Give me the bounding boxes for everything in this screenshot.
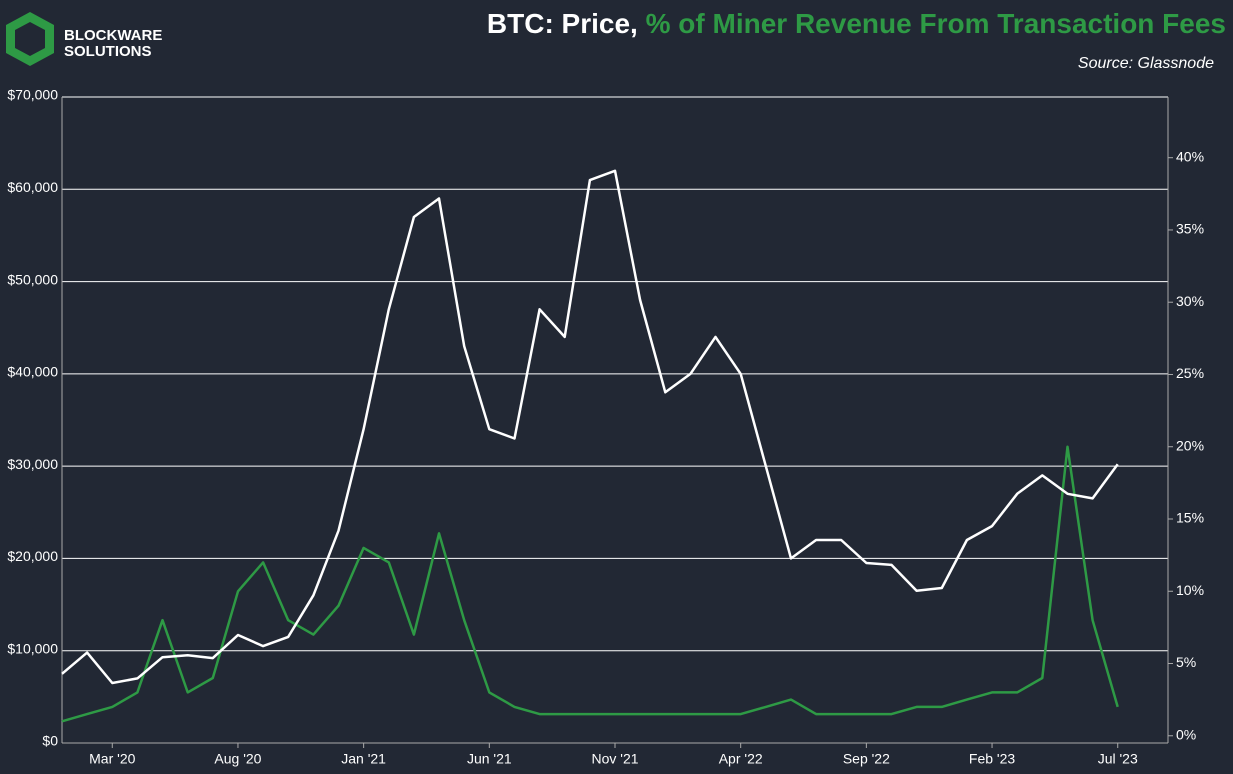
y-tick-label: $70,000 — [7, 87, 58, 103]
y-tick-label: $20,000 — [7, 548, 58, 564]
x-tick-label: Apr '22 — [719, 751, 763, 767]
y-tick-label: $30,000 — [7, 456, 58, 472]
title-part: BTC: Price, — [487, 8, 638, 39]
x-tick-label: Mar '20 — [89, 751, 135, 767]
x-tick-label: Sep '22 — [843, 751, 890, 767]
source: Source: Glassnode — [1078, 55, 1214, 72]
x-tick-label: Feb '23 — [969, 751, 1015, 767]
chart-title: BTC: Price, % of Miner Revenue From Tran… — [487, 8, 1226, 39]
y2-tick-label: 35% — [1176, 221, 1204, 237]
y2-tick-label: 5% — [1176, 654, 1196, 670]
y2-tick-label: 25% — [1176, 365, 1204, 381]
series-line — [61, 169, 1119, 685]
logo-mark-inner — [15, 22, 45, 56]
y2-tick-label: 15% — [1176, 510, 1204, 526]
y-tick-label: $10,000 — [7, 640, 58, 656]
y2-tick-label: 30% — [1176, 293, 1204, 309]
legend-entry: % of Miner Revenue From Transaction Fees — [646, 8, 1226, 39]
y2-tick-label: 20% — [1176, 437, 1204, 453]
x-tick-label: Nov '21 — [591, 751, 638, 767]
x-tick-label: Jun '21 — [467, 751, 512, 767]
y2-tick-label: 40% — [1176, 148, 1204, 164]
x-tick-label: Aug '20 — [214, 751, 261, 767]
logo-text: BLOCKWARE — [64, 27, 162, 44]
y2-tick-label: 10% — [1176, 582, 1204, 598]
series-line — [61, 445, 1119, 723]
y-tick-label: $40,000 — [7, 364, 58, 380]
x-tick-label: Jul '23 — [1098, 751, 1138, 767]
y2-tick-label: 0% — [1176, 726, 1196, 742]
y-tick-label: $50,000 — [7, 271, 58, 287]
logo: BLOCKWARE SOLUTIONS — [6, 12, 162, 66]
y-tick-label: $0 — [42, 733, 58, 749]
x-tick-label: Jan '21 — [341, 751, 386, 767]
logo-text: SOLUTIONS — [64, 43, 152, 60]
y-tick-label: $60,000 — [7, 179, 58, 195]
